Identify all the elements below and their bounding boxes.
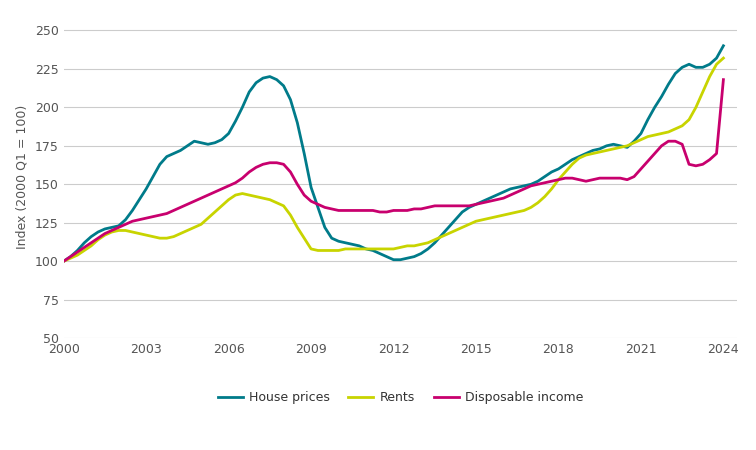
Line: House prices: House prices <box>64 46 723 261</box>
Rents <box>231 192 240 198</box>
House prices <box>389 257 398 262</box>
House prices <box>80 240 89 246</box>
Rents <box>80 248 89 253</box>
Disposable income <box>231 180 240 185</box>
House prices <box>231 118 240 124</box>
Disposable income <box>389 208 398 213</box>
Disposable income <box>80 245 89 250</box>
Rents <box>719 55 728 61</box>
Disposable income <box>107 228 116 233</box>
Y-axis label: Index (2000 Q1 = 100): Index (2000 Q1 = 100) <box>15 104 28 249</box>
House prices <box>437 232 446 238</box>
Disposable income <box>437 203 446 208</box>
Rents <box>107 230 116 235</box>
House prices <box>107 225 116 230</box>
Rents <box>59 259 68 264</box>
Disposable income <box>59 259 68 264</box>
Legend: House prices, Rents, Disposable income: House prices, Rents, Disposable income <box>212 387 588 410</box>
House prices <box>568 157 577 162</box>
Disposable income <box>719 77 728 82</box>
Line: Disposable income: Disposable income <box>64 80 723 261</box>
Rents <box>437 234 446 239</box>
Disposable income <box>568 176 577 181</box>
House prices <box>719 43 728 49</box>
Line: Rents: Rents <box>64 58 723 261</box>
Rents <box>389 246 398 252</box>
Rents <box>568 162 577 167</box>
House prices <box>59 259 68 264</box>
